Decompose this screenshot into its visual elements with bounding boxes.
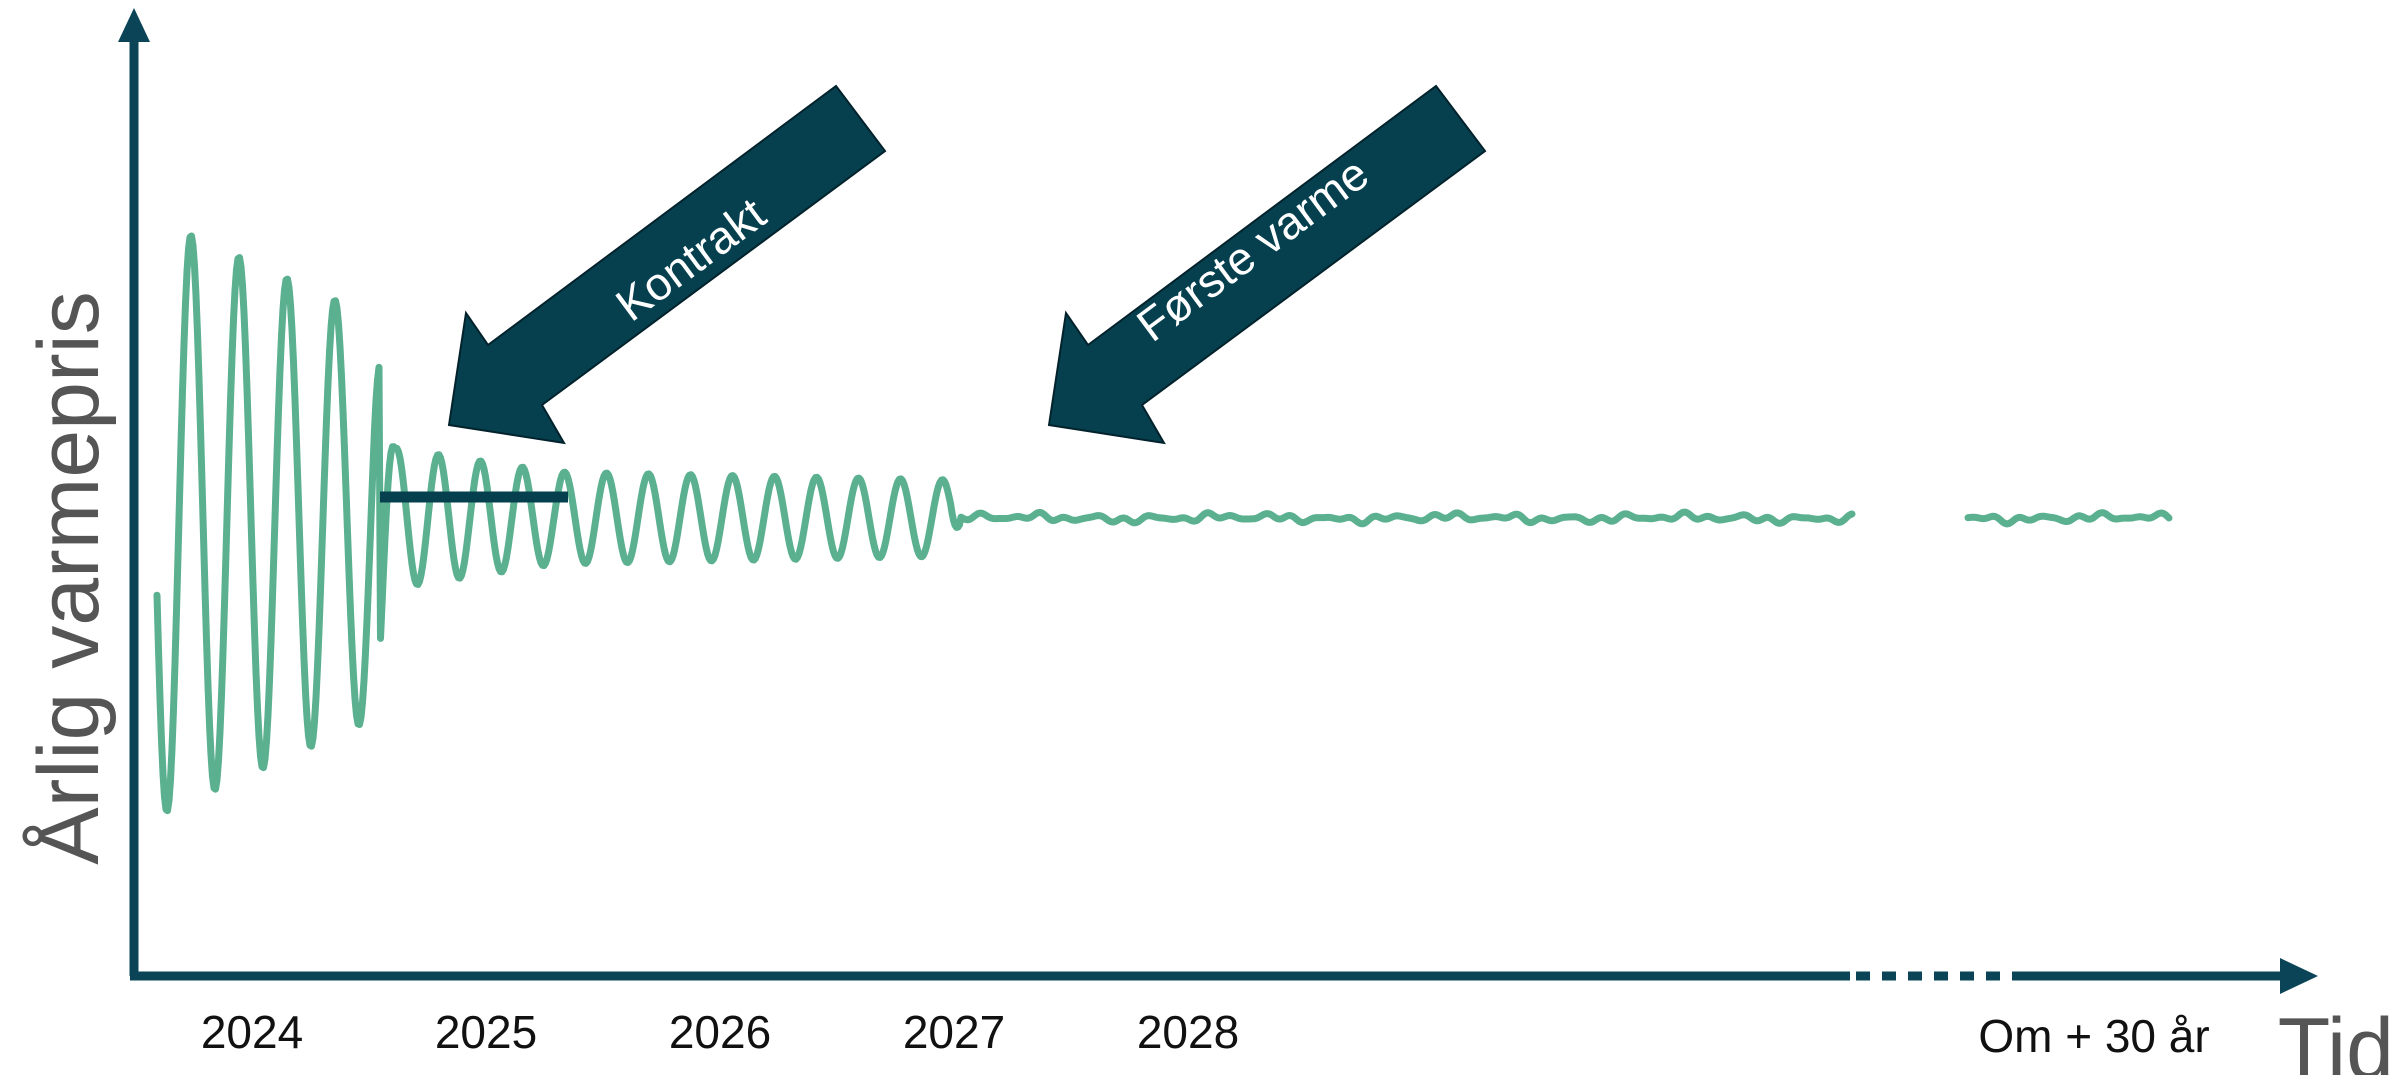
x-tick-label: 2026: [669, 1006, 771, 1058]
x-axis-arrowhead: [2280, 958, 2318, 994]
contract-arrow: Kontrakt: [447, 84, 887, 445]
y-axis-title: Årlig varmepris: [21, 291, 117, 864]
x-tick-labels: 2024 2025 2026 2027 2028 Om + 30 år: [201, 1006, 2210, 1062]
far-future-label: Om + 30 år: [1978, 1010, 2209, 1062]
first-heat-arrow: Første varme: [1047, 84, 1487, 445]
x-tick-label: 2025: [435, 1006, 537, 1058]
x-tick-label: 2028: [1137, 1006, 1239, 1058]
x-tick-label: 2024: [201, 1006, 303, 1058]
first-heat-arrow-shape: [1047, 84, 1487, 445]
x-axis-title: Tid: [2278, 1001, 2394, 1075]
contract-arrow-shape: [447, 84, 887, 445]
y-axis-arrowhead: [118, 8, 150, 42]
price-curve: [153, 232, 1856, 815]
x-tick-label: 2027: [903, 1006, 1005, 1058]
price-curve-far-future: [1964, 509, 2173, 528]
